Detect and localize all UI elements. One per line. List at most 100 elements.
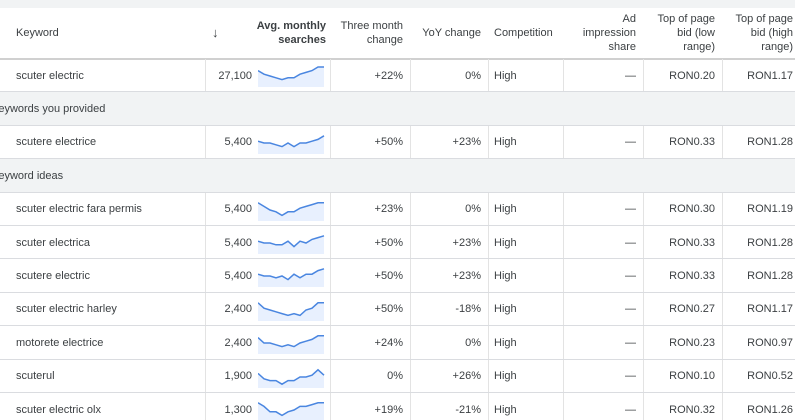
keyword-value[interactable]: scuter electric fara permis [16,203,142,216]
header-keyword[interactable]: Keyword [16,27,59,39]
trend-area [258,335,324,355]
column-divider [410,326,411,360]
row-border [0,291,795,293]
header-searches[interactable]: Avg. monthly searches [256,20,326,46]
column-divider [488,259,489,293]
column-divider [488,292,489,327]
column-divider [330,125,331,160]
bid-high-value: RON1.28 [747,270,793,283]
trend-area [258,369,324,388]
row-border [0,91,795,93]
column-divider [722,393,723,420]
sort-arrow[interactable]: ↓ [212,25,219,40]
competition-value: High [494,136,517,149]
searches-value: 2,400 [224,303,252,316]
trend-sparkline [258,368,325,388]
column-divider [410,226,411,260]
yoy-value: +26% [452,370,481,383]
searches-value: 5,400 [224,203,252,216]
trend-line [258,301,324,317]
keyword-value[interactable]: scuterul [16,370,55,383]
three-month-value: +50% [374,236,403,249]
column-divider [722,292,723,327]
header-ad-share[interactable]: Ad impression share [582,13,636,53]
header-bid-low[interactable]: Top of page bid (low range) [657,13,716,53]
column-divider [205,125,206,160]
keyword-value[interactable]: scutere electric [16,270,90,283]
competition-value: High [494,303,517,316]
column-divider [410,393,411,420]
column-divider [563,226,564,260]
bid-low-value: RON0.27 [669,303,715,316]
header-bid-high[interactable]: Top of page bid (high range) [735,13,794,53]
column-divider [330,259,331,293]
keyword-value[interactable]: scuter electrica [16,236,90,249]
bid-high-value: RON0.97 [747,336,793,349]
searches-value: 5,400 [224,136,252,149]
row-border [0,191,795,193]
ad-share-value: — [625,236,636,249]
keyword-value[interactable]: scutere electrice [16,136,97,149]
column-divider [643,59,644,93]
competition-value: High [494,270,517,283]
column-divider [488,59,489,93]
three-month-value: +50% [374,136,403,149]
header-three-month[interactable]: Three month change [340,20,403,46]
bid-high-value: RON1.17 [747,69,793,82]
ad-share-value: — [625,136,636,149]
three-month-value: +50% [374,303,403,316]
keyword-value[interactable]: scuter electric [16,69,84,82]
column-divider [722,59,723,93]
searches-value: 2,400 [224,336,252,349]
bid-high-value: RON0.52 [747,370,793,383]
column-divider [205,192,206,226]
keyword-value[interactable]: scuter electric harley [16,303,117,316]
column-divider [205,393,206,420]
trend-area [258,302,324,321]
column-divider [205,226,206,260]
header-border [0,58,795,60]
three-month-value: +22% [374,69,403,82]
yoy-value: +23% [452,236,481,249]
column-divider [643,192,644,226]
column-divider [722,259,723,293]
column-divider [410,59,411,93]
trend-sparkline [258,235,325,254]
column-divider [643,359,644,393]
column-divider [330,226,331,260]
column-divider [563,359,564,393]
trend-line [258,134,325,148]
trend-line [258,66,324,81]
column-divider [563,125,564,160]
column-divider [722,125,723,160]
column-divider [330,359,331,393]
header-competition[interactable]: Competition [494,27,553,39]
competition-value: High [494,236,517,249]
bid-low-value: RON0.10 [669,370,715,383]
trend-line [258,368,325,385]
column-divider [643,226,644,260]
ad-share-value: — [625,270,636,283]
bid-low-value: RON0.30 [669,203,715,216]
bid-high-value: RON1.19 [747,203,793,216]
keyword-value[interactable]: motorete electrice [16,336,104,349]
keyword-value[interactable]: scuter electric olx [16,403,101,416]
group-label: Keywords you provided [0,103,106,116]
searches-value: 27,100 [218,69,252,82]
trend-sparkline [258,66,324,87]
competition-value: High [494,370,517,383]
column-divider [722,192,723,226]
row-border [0,358,795,360]
column-divider [410,292,411,327]
bid-high-value: RON1.17 [747,303,793,316]
column-divider [488,226,489,260]
searches-value: 1,900 [224,370,252,383]
column-divider [488,125,489,160]
column-divider [563,393,564,420]
header-yoy[interactable]: YoY change [422,27,481,39]
competition-value: High [494,336,517,349]
top-strip [0,0,795,8]
trend-line [258,335,324,348]
bid-low-value: RON0.23 [669,336,715,349]
